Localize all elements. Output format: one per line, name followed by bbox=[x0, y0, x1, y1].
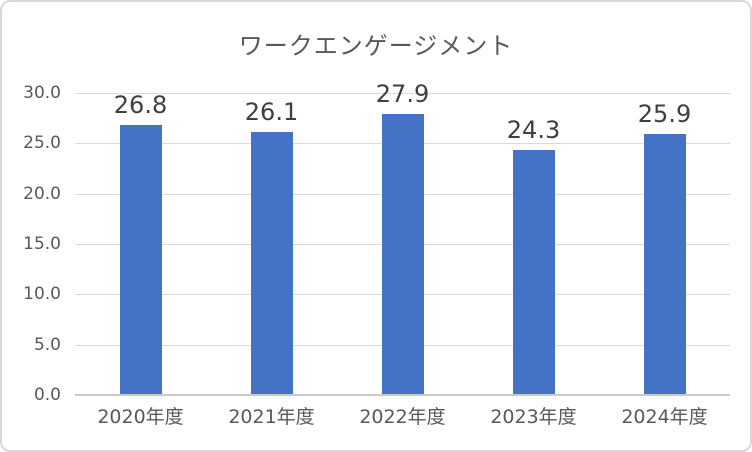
x-axis-category-label: 2024年度 bbox=[621, 406, 708, 428]
y-axis-tick-label: 25.0 bbox=[23, 133, 61, 154]
x-axis-category-label: 2020年度 bbox=[97, 406, 184, 428]
bar-data-label: 25.9 bbox=[637, 100, 692, 129]
bar-data-label: 24.3 bbox=[506, 116, 561, 145]
y-axis-tick-label: 5.0 bbox=[33, 334, 61, 355]
bar-data-label: 26.1 bbox=[244, 98, 299, 127]
y-axis-tick-label: 10.0 bbox=[23, 284, 61, 305]
x-axis-line bbox=[75, 394, 730, 396]
y-axis-tick-label: 15.0 bbox=[23, 234, 61, 254]
bar-data-label: 26.8 bbox=[113, 91, 168, 120]
bar-data-label: 27.9 bbox=[375, 80, 430, 109]
bar bbox=[643, 134, 686, 394]
chart-title: ワークエンゲージメント bbox=[238, 32, 514, 60]
bar bbox=[250, 132, 293, 394]
bar bbox=[512, 150, 555, 394]
gridline bbox=[75, 93, 730, 94]
bar bbox=[119, 125, 162, 394]
x-axis-category-label: 2021年度 bbox=[228, 406, 315, 428]
y-axis-tick-label: 0.0 bbox=[33, 385, 61, 405]
x-axis-category-label: 2022年度 bbox=[359, 406, 446, 428]
y-axis-tick-label: 20.0 bbox=[23, 183, 61, 204]
y-axis-tick-label: 30.0 bbox=[23, 83, 61, 103]
bar bbox=[381, 114, 424, 394]
x-axis-category-label: 2023年度 bbox=[490, 406, 577, 428]
